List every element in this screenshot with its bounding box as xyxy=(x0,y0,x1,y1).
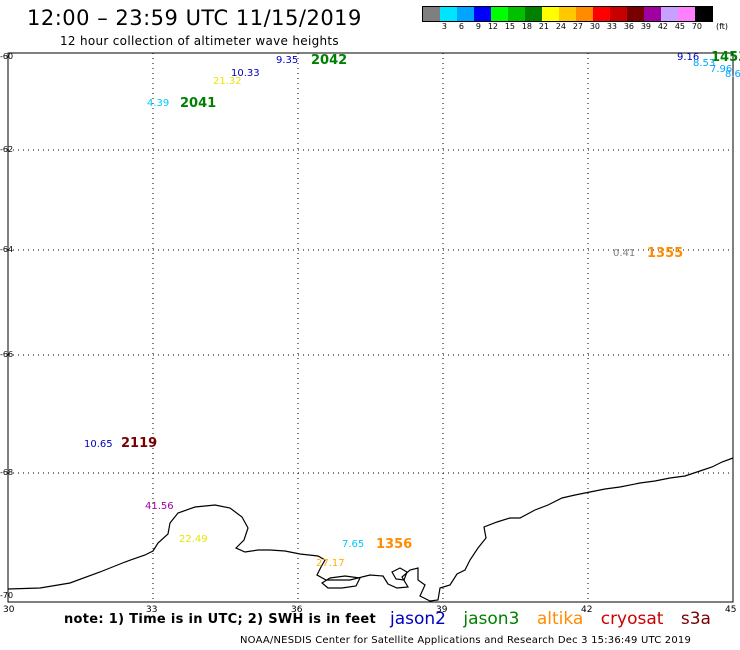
legend-s3a: s3a xyxy=(680,609,711,629)
color-scale-label: 15 xyxy=(504,22,515,31)
color-scale-bar xyxy=(422,6,713,22)
coastline-inlet-2 xyxy=(391,567,408,581)
units-note: note: 1) Time is in UTC; 2) SWH is in fe… xyxy=(64,612,376,627)
color-scale-cell xyxy=(576,7,593,21)
lon-label: 30 xyxy=(3,605,15,615)
lat-label: -64 xyxy=(0,245,14,254)
swh-value: 21.32 xyxy=(213,76,242,87)
swh-value: 7.96 xyxy=(710,64,733,75)
color-scale-label: 6 xyxy=(458,22,464,31)
color-scale-label: 45 xyxy=(674,22,685,31)
pass-number: 1453 xyxy=(711,50,740,65)
swh-value: 4.39 xyxy=(147,98,170,109)
lon-label: 36 xyxy=(291,605,303,615)
color-scale-labels: 3 6 9 12 15 18 21 24 27 30 33 36 39 42 45 70 xyxy=(422,22,702,31)
pass-number: 2119 xyxy=(121,436,158,451)
color-scale-cell xyxy=(695,7,712,21)
swh-value: 22.49 xyxy=(179,534,208,545)
color-scale-label: 9 xyxy=(475,22,481,31)
pass-number: 2042 xyxy=(311,53,348,68)
color-scale-cell xyxy=(440,7,457,21)
color-scale-cell xyxy=(508,7,525,21)
pass-number: 1355 xyxy=(647,246,684,261)
lon-label: 33 xyxy=(146,605,158,615)
swh-value: 27.17 xyxy=(316,558,345,569)
swh-value: 8.6 xyxy=(725,69,740,80)
color-scale-cell xyxy=(610,7,627,21)
pass-number: 1356 xyxy=(376,537,413,552)
swh-value: 9.35 xyxy=(276,55,299,66)
lat-label: -66 xyxy=(0,350,14,359)
color-scale-cell xyxy=(542,7,559,21)
color-scale-cell xyxy=(423,7,440,21)
color-scale-label: 18 xyxy=(521,22,532,31)
swh-value: 9.16 xyxy=(677,52,700,63)
lat-label: -60 xyxy=(0,52,14,61)
antarctic-coastline xyxy=(7,457,734,602)
color-scale-cell xyxy=(593,7,610,21)
lat-label: -62 xyxy=(0,145,14,154)
legend-cryosat: cryosat xyxy=(600,609,664,629)
color-scale-label: 27 xyxy=(572,22,583,31)
legend-altika: altika xyxy=(536,609,584,629)
color-scale-cell xyxy=(491,7,508,21)
color-scale-label: 70 xyxy=(691,22,702,31)
lon-label: 45 xyxy=(725,605,737,615)
color-scale-cell xyxy=(525,7,542,21)
lon-label: 42 xyxy=(581,605,593,615)
legend-jason3: jason3 xyxy=(463,609,520,629)
color-scale-cell xyxy=(474,7,491,21)
lon-label: 39 xyxy=(436,605,448,615)
map-title: 12:00 – 23:59 UTC 11/15/2019 xyxy=(27,6,362,30)
swh-value: 41.56 xyxy=(145,501,174,512)
color-scale-label: 33 xyxy=(606,22,617,31)
swh-value: 0.41 xyxy=(613,248,636,259)
swh-value: 10.65 xyxy=(84,439,113,450)
color-scale-label: 30 xyxy=(589,22,600,31)
lat-label: -68 xyxy=(0,468,14,477)
color-scale-cell xyxy=(661,7,678,21)
swh-value: 7.65 xyxy=(342,539,365,550)
color-scale-label: 42 xyxy=(657,22,668,31)
color-scale-label: 39 xyxy=(640,22,651,31)
swh-value: 10.33 xyxy=(231,68,260,79)
source-footer: NOAA/NESDIS Center for Satellite Applica… xyxy=(240,635,692,646)
color-scale-cell xyxy=(559,7,576,21)
color-scale-cell xyxy=(678,7,695,21)
color-scale-label: 3 xyxy=(441,22,447,31)
coastline-inlet-1 xyxy=(320,575,361,589)
lat-gridlines xyxy=(8,149,733,474)
lon-gridlines xyxy=(152,53,589,602)
color-scale-cell xyxy=(457,7,474,21)
pass-number: 2041 xyxy=(180,96,217,111)
color-scale-cell xyxy=(627,7,644,21)
color-scale-label: 24 xyxy=(555,22,566,31)
color-scale-label: 21 xyxy=(538,22,549,31)
map-frame xyxy=(7,52,734,603)
satellite-legend: jason2 jason3 altika cryosat s3a xyxy=(390,609,723,629)
swh-value: 8.53 xyxy=(693,58,716,69)
color-scale-unit: (ft) xyxy=(716,22,729,31)
color-scale-label: 12 xyxy=(487,22,498,31)
color-scale-cell xyxy=(644,7,661,21)
color-scale-label: 36 xyxy=(623,22,634,31)
legend-jason2: jason2 xyxy=(390,609,446,629)
lat-label: -70 xyxy=(0,591,14,600)
color-scale-spacer xyxy=(422,22,430,31)
map-subtitle: 12 hour collection of altimeter wave hei… xyxy=(60,34,339,48)
